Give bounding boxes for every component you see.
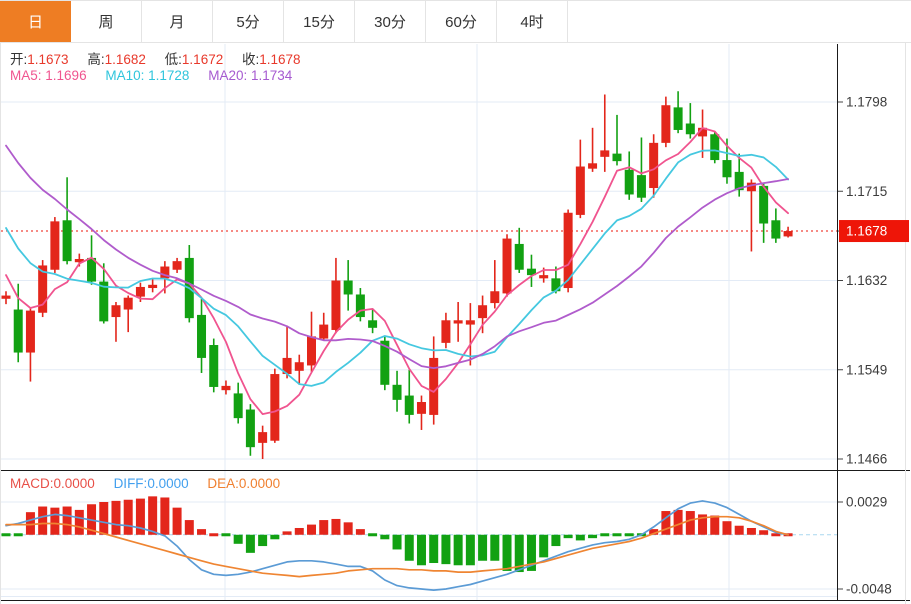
diff-value-readout: DIFF:0.0000 <box>113 476 189 491</box>
ma-readout: MA5: 1.1696 MA10: 1.1728 MA20: 1.1734 <box>10 68 307 83</box>
tab-30min[interactable]: 30分 <box>355 1 426 42</box>
ohlc-readout: 开:1.1673 高:1.1682 低:1.1672 收:1.1678 <box>10 48 316 68</box>
price-axis-label: 1.1632 <box>846 273 887 288</box>
price-axis-label: 1.1549 <box>846 362 887 377</box>
current-price-tag <box>839 220 909 243</box>
tab-week[interactable]: 周 <box>71 1 142 42</box>
macd-readout: MACD:0.0000 DIFF:0.0000 DEA:0.0000 <box>10 476 295 491</box>
tab-60min[interactable]: 60分 <box>426 1 497 42</box>
tab-15min[interactable]: 15分 <box>284 1 355 42</box>
macd-value-readout: MACD:0.0000 <box>10 476 95 491</box>
price-axis-label: 1.1798 <box>846 95 887 110</box>
close-readout: 收:1.1678 <box>241 52 301 67</box>
price-axis-label: 1.1715 <box>846 184 887 199</box>
current-price-label: 1.1678 <box>846 224 887 239</box>
ma20-readout: MA20: 1.1734 <box>208 68 293 83</box>
open-readout: 开:1.1673 <box>10 52 69 67</box>
macd-axis-label: 0.0029 <box>846 495 887 510</box>
dea-value-readout: DEA:0.0000 <box>207 476 281 491</box>
tab-day[interactable]: 日 <box>0 1 71 42</box>
high-readout: 高:1.1682 <box>87 52 146 67</box>
price-axis-label: 1.1466 <box>846 452 887 467</box>
low-readout: 低:1.1672 <box>164 52 224 67</box>
tab-month[interactable]: 月 <box>142 1 213 42</box>
macd-axis-label: -0.0048 <box>846 582 892 597</box>
ma10-readout: MA10: 1.1728 <box>105 68 190 83</box>
ma5-readout: MA5: 1.1696 <box>10 68 87 83</box>
tab-4hour[interactable]: 4时 <box>497 1 568 42</box>
tab-5min[interactable]: 5分 <box>213 1 284 42</box>
period-tabbar: 日 周 月 5分 15分 30分 60分 4时 <box>0 0 911 43</box>
